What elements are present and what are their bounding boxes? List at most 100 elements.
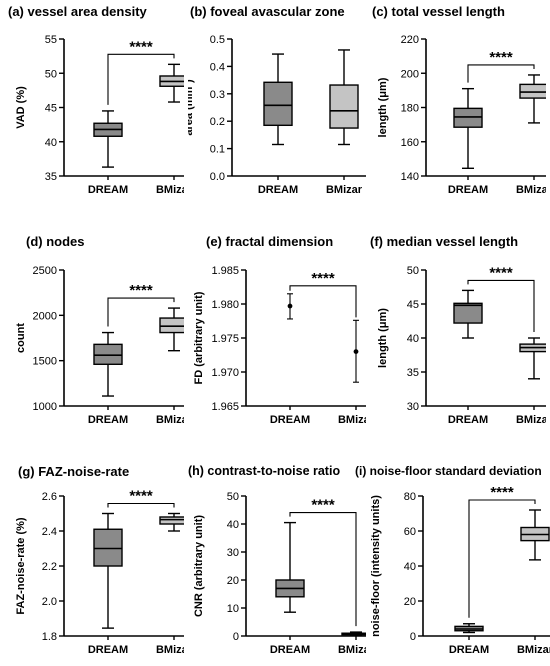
- y-tick-label: 20: [227, 575, 239, 587]
- x-tick-label: DREAM: [270, 414, 310, 426]
- panel-g: (g) FAZ-noise-rate 1.8 2.0 2.2 2.4 2.6 DREAM B…: [6, 464, 184, 664]
- y-tick-label: 2000: [33, 310, 57, 322]
- significance-label: ****: [311, 497, 335, 514]
- y-axis-label: count: [15, 323, 27, 353]
- box-bmizar: [329, 84, 359, 129]
- x-tick-label: BMizar: [338, 644, 366, 656]
- panel-f: (f) median vessel length 30 35 40 45 50 DREAM…: [368, 234, 546, 434]
- y-tick-label: 60: [404, 526, 416, 538]
- y-tick-label: 35: [407, 367, 419, 379]
- panel-i: (i) noise-floor standard deviation 0 20 40…: [355, 464, 550, 664]
- x-tick-label: DREAM: [448, 184, 488, 196]
- chart-e: 1.965 1.970 1.975 1.980 1.985 DREAM BMizar FD (…: [193, 265, 366, 426]
- y-tick-label: 80: [404, 491, 416, 503]
- y-axis-label: CNR (arbitrary unit): [193, 515, 205, 617]
- significance-label: ****: [129, 488, 153, 505]
- x-tick-label: BMizar: [156, 184, 184, 196]
- chart-title: (e) fractal dimension: [206, 234, 334, 249]
- x-tick-label: BMizar: [156, 644, 184, 656]
- significance-label: ****: [311, 270, 335, 287]
- y-tick-label: 160: [401, 137, 419, 149]
- significance-bracket: [107, 297, 175, 327]
- y-tick-label: 2.0: [42, 596, 57, 608]
- panel-e: (e) fractal dimension 1.965 1.970 1.975 1.9…: [188, 234, 366, 434]
- panel-h: (h) contrast-to-noise ratio 0 10 20 30 40 50 D…: [188, 464, 366, 664]
- x-tick-label: BMizar: [516, 414, 546, 426]
- x-tick-label: DREAM: [270, 644, 310, 656]
- y-tick-label: 220: [401, 34, 419, 46]
- y-tick-label: 50: [407, 265, 419, 277]
- y-axis-label: FD (arbitrary unit): [193, 291, 205, 384]
- x-tick-label: BMizar: [156, 414, 184, 426]
- box-dream: [453, 107, 483, 128]
- chart-title: (a) vessel area density: [8, 4, 147, 19]
- chart-c: 140 160 180 200 220 DREAM BMizar length (μm) ***…: [377, 34, 546, 196]
- panel-b: (b) foveal avascular zone 0.0 0.1 0.2 0.3 0.…: [188, 4, 366, 204]
- y-tick-label: 40: [407, 333, 419, 345]
- y-tick-label: 0: [410, 631, 416, 643]
- box-dream: [263, 81, 293, 127]
- x-tick-label: DREAM: [88, 414, 128, 426]
- panel-a: (a) vessel area density 35 40 45 50 55 DREAM B…: [6, 4, 184, 204]
- chart-i: 0 20 40 60 80 DREAM BMizar noise-floor (intensi…: [370, 484, 550, 656]
- box-dream: [93, 528, 123, 567]
- y-tick-label: 0.0: [210, 171, 225, 183]
- box-dream: [453, 302, 483, 324]
- significance-label: ****: [489, 49, 513, 66]
- y-axis-label: FAZ-noise-rate (%): [15, 517, 27, 615]
- y-tick-label: 55: [45, 34, 57, 46]
- box-bmizar: [519, 83, 546, 99]
- significance-bracket: [289, 512, 357, 627]
- x-tick-label: BMizar: [516, 184, 546, 196]
- y-tick-label: 140: [401, 171, 419, 183]
- y-axis-label: length (μm): [377, 308, 389, 368]
- y-tick-label: 2.6: [42, 491, 57, 503]
- significance-label: ****: [490, 484, 514, 501]
- chart-d: 1000 1500 2000 2500 DREAM BMizar count ****: [15, 265, 184, 426]
- x-tick-label: BMizar: [517, 644, 550, 656]
- y-axis-label: area (mm²): [188, 79, 195, 136]
- chart-title: (i) noise-floor standard deviation: [355, 464, 542, 478]
- significance-label: ****: [129, 282, 153, 299]
- y-tick-label: 1500: [33, 356, 57, 368]
- chart-title: (g) FAZ-noise-rate: [18, 464, 130, 479]
- y-tick-label: 35: [45, 171, 57, 183]
- y-tick-label: 1000: [33, 401, 57, 413]
- y-axis-label: VAD (%): [15, 86, 27, 129]
- y-tick-label: 45: [45, 103, 57, 115]
- y-tick-label: 1.965: [211, 401, 239, 413]
- y-tick-label: 2500: [33, 265, 57, 277]
- y-tick-label: 40: [227, 519, 239, 531]
- x-tick-label: DREAM: [449, 644, 489, 656]
- chart-g: 1.8 2.0 2.2 2.4 2.6 DREAM BMizar FAZ-noise-rate…: [15, 488, 184, 656]
- chart-a: 35 40 45 50 55 DREAM BMizar VAD (%) ****: [15, 34, 184, 196]
- x-tick-label: DREAM: [258, 184, 298, 196]
- y-tick-label: 0.4: [210, 61, 225, 73]
- y-tick-label: 0.2: [210, 116, 225, 128]
- mean-point: [287, 303, 293, 309]
- significance-bracket: [107, 502, 175, 508]
- y-tick-label: 10: [227, 603, 239, 615]
- x-tick-label: BMizar: [338, 414, 366, 426]
- y-tick-label: 0.5: [210, 34, 225, 46]
- y-tick-label: 40: [404, 561, 416, 573]
- y-tick-label: 50: [227, 491, 239, 503]
- y-tick-label: 1.985: [211, 265, 239, 277]
- y-tick-label: 200: [401, 68, 419, 80]
- chart-title: (c) total vessel length: [372, 4, 505, 19]
- box-bmizar: [159, 516, 184, 525]
- x-tick-label: DREAM: [88, 644, 128, 656]
- y-axis-label: noise-floor (intensity units): [370, 495, 382, 637]
- y-axis-label: length (μm): [377, 77, 389, 137]
- panel-d: (d) nodes 1000 1500 2000 2500 DREAM BMizar cou…: [6, 234, 184, 434]
- box-dream: [93, 343, 123, 365]
- chart-title: (h) contrast-to-noise ratio: [188, 464, 341, 478]
- chart-title: (f) median vessel length: [370, 234, 519, 249]
- significance-bracket: [289, 285, 357, 318]
- significance-bracket: [467, 279, 535, 332]
- significance-label: ****: [489, 264, 513, 281]
- y-tick-label: 0: [233, 631, 239, 643]
- y-tick-label: 0.1: [210, 144, 225, 156]
- y-tick-label: 20: [404, 596, 416, 608]
- y-tick-label: 180: [401, 103, 419, 115]
